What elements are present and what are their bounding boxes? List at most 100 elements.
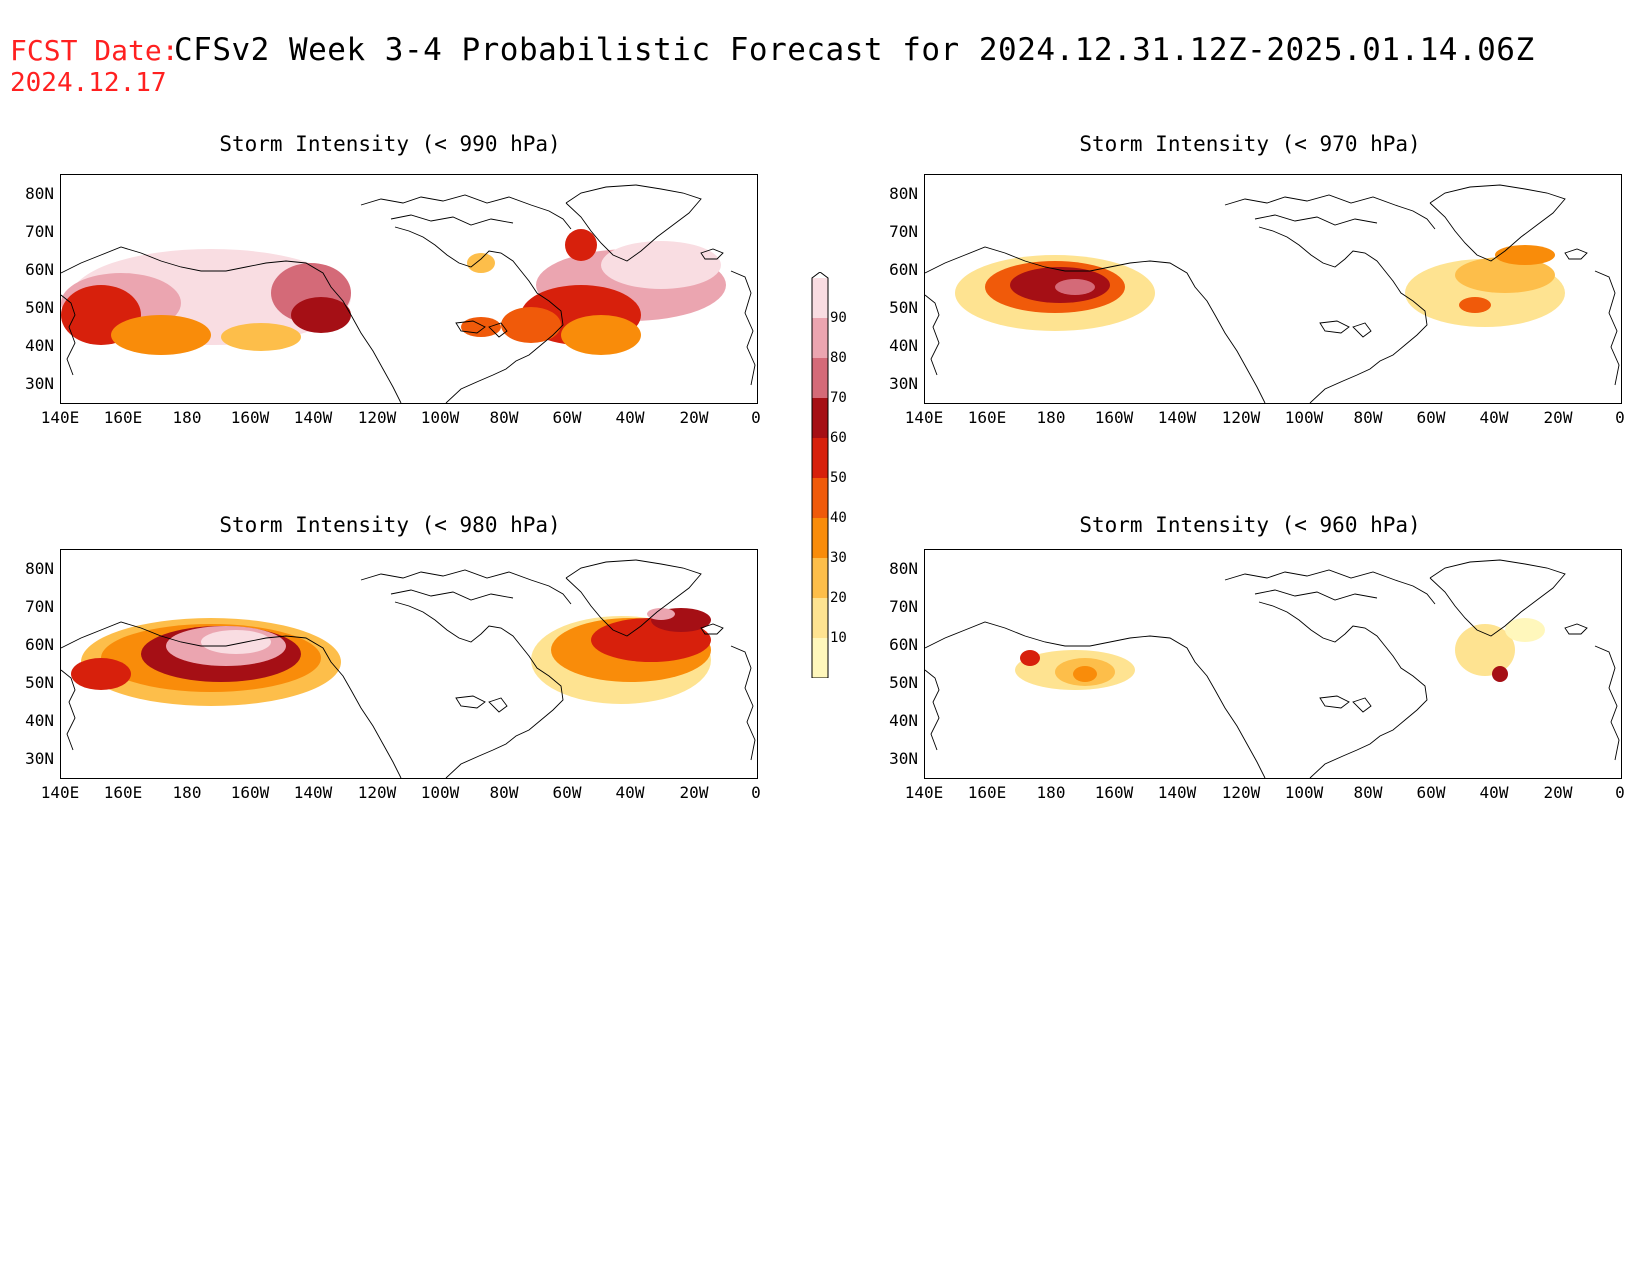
coastline (925, 669, 940, 751)
lon-tick-label: 160E (967, 408, 1007, 427)
lat-tick-label: 40N (889, 711, 918, 730)
colorbar-level-label: 60 (830, 430, 847, 446)
coastline (390, 589, 514, 601)
map-svg-990 (61, 184, 756, 403)
probability-area (1073, 666, 1097, 682)
lon-tick-label: 0 (751, 408, 761, 427)
lon-tick-label: 140W (1157, 408, 1197, 427)
lon-tick-label: 160E (967, 783, 1007, 802)
lat-tick-label: 60N (889, 635, 918, 654)
lon-tick-label: 60W (552, 408, 582, 427)
lat-tick-label: 30N (25, 374, 54, 393)
colorbar-level-label: 70 (830, 390, 847, 406)
lon-tick-label: 80W (489, 783, 519, 802)
lat-tick-label: 70N (25, 597, 54, 616)
lat-tick-label: 50N (25, 298, 54, 317)
colorbar-segment (812, 358, 828, 398)
colorbar-outline (811, 272, 829, 678)
colorbar-segment (812, 438, 828, 478)
lon-tick-label: 20W (679, 783, 709, 802)
lon-tick-label: 40W (1479, 408, 1509, 427)
probability-area (647, 608, 675, 620)
coastline (1258, 601, 1428, 778)
lon-tick-label: 140E (40, 408, 80, 427)
probability-area (501, 307, 561, 343)
lon-tick-label: 140E (40, 783, 80, 802)
probability-area (201, 630, 271, 654)
colorbar-level-label: 30 (830, 550, 847, 566)
probability-area (561, 315, 641, 355)
lon-tick-label: 160W (230, 783, 270, 802)
lon-tick-label: 180 (1036, 408, 1066, 427)
probability-area (111, 315, 211, 355)
coastline (730, 270, 756, 386)
lon-tick-label: 120W (1221, 408, 1261, 427)
map-panel-970 (924, 174, 1622, 404)
coastline (390, 214, 514, 226)
coastline (565, 559, 702, 637)
lon-tick-label: 140E (904, 783, 944, 802)
probability-area (291, 297, 351, 333)
lon-tick-label: 20W (679, 408, 709, 427)
probability-area (565, 229, 597, 261)
coastline (1564, 623, 1588, 635)
colorbar-segment (812, 558, 828, 598)
lat-tick-label: 50N (889, 673, 918, 692)
lon-tick-label: 160W (1094, 408, 1134, 427)
panel-title-970: Storm Intensity (< 970 hPa) (1079, 132, 1421, 156)
lon-tick-label: 0 (1615, 783, 1625, 802)
coastline (1429, 559, 1566, 637)
lon-tick-label: 140E (904, 408, 944, 427)
probability-area (71, 658, 131, 690)
lat-tick-label: 70N (889, 222, 918, 241)
colorbar-segment (812, 278, 828, 318)
coastline (61, 621, 402, 778)
coastline (1352, 697, 1372, 713)
lat-tick-label: 50N (25, 673, 54, 692)
lat-tick-label: 80N (25, 559, 54, 578)
colorbar-segment (812, 518, 828, 558)
lon-tick-label: 160E (103, 408, 143, 427)
lat-tick-label: 30N (25, 749, 54, 768)
lat-tick-label: 60N (25, 635, 54, 654)
lon-tick-label: 80W (1353, 408, 1383, 427)
colorbar-segment (812, 318, 828, 358)
probability-area (221, 323, 301, 351)
map-panel-980 (60, 549, 758, 779)
coastline (488, 697, 508, 713)
coastline (61, 294, 76, 376)
coastline (1319, 320, 1350, 334)
colorbar-level-label: 90 (830, 310, 847, 326)
probability-area (1495, 245, 1555, 265)
lon-tick-label: 100W (1284, 408, 1324, 427)
coastline (1564, 248, 1588, 260)
lon-tick-label: 140W (293, 783, 333, 802)
probability-area (1459, 297, 1491, 313)
lon-tick-label: 120W (1221, 783, 1261, 802)
lon-tick-label: 40W (615, 783, 645, 802)
lon-tick-label: 160W (1094, 783, 1134, 802)
lat-tick-label: 30N (889, 374, 918, 393)
lat-tick-label: 40N (25, 711, 54, 730)
coastline (1319, 695, 1350, 709)
lat-tick-label: 30N (889, 749, 918, 768)
coastline (360, 569, 572, 605)
panel-title-980: Storm Intensity (< 980 hPa) (219, 513, 561, 537)
panel-title-990: Storm Intensity (< 990 hPa) (219, 132, 561, 156)
panel-title-960: Storm Intensity (< 960 hPa) (1079, 513, 1421, 537)
coastline (61, 669, 76, 751)
colorbar-level-label: 20 (830, 590, 847, 606)
lon-tick-label: 160W (230, 408, 270, 427)
coastline (1429, 184, 1566, 262)
colorbar-level-label: 80 (830, 350, 847, 366)
coastline (700, 248, 724, 260)
probability-area (461, 317, 501, 337)
lat-tick-label: 70N (25, 222, 54, 241)
coastline (700, 623, 724, 635)
map-panel-960 (924, 549, 1622, 779)
lat-tick-label: 50N (889, 298, 918, 317)
map-svg-960 (925, 559, 1620, 778)
map-svg-970 (925, 184, 1620, 403)
lat-tick-label: 60N (25, 260, 54, 279)
coastline (455, 320, 486, 334)
